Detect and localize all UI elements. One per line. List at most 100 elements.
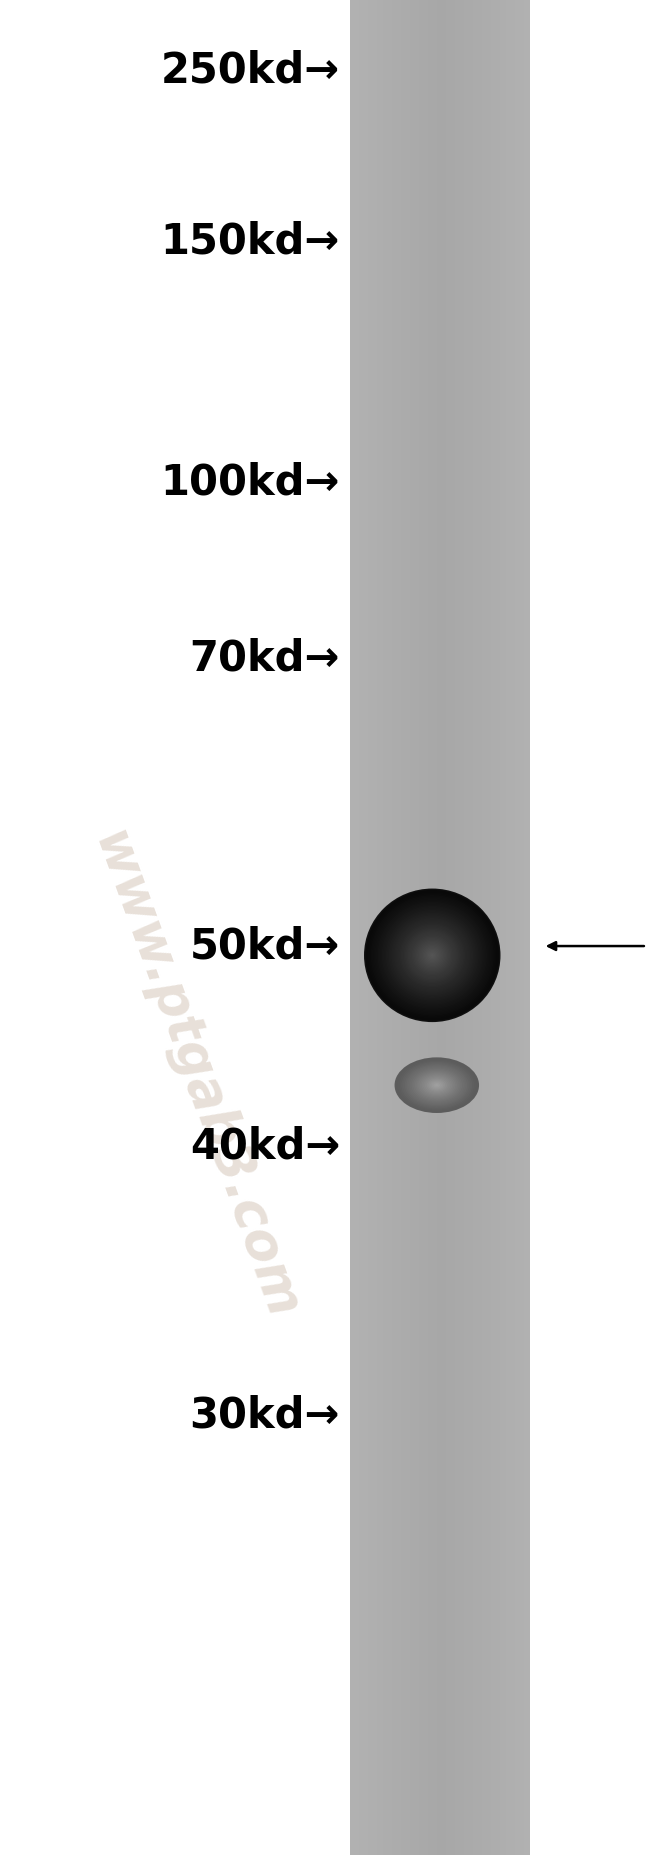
Bar bbox=[509, 0, 512, 1855]
Ellipse shape bbox=[422, 1076, 452, 1094]
Bar bbox=[431, 0, 434, 1855]
Bar bbox=[461, 0, 463, 1855]
Bar bbox=[422, 0, 424, 1855]
Ellipse shape bbox=[401, 924, 463, 987]
Ellipse shape bbox=[393, 916, 472, 994]
Ellipse shape bbox=[410, 933, 454, 978]
Ellipse shape bbox=[415, 1070, 459, 1100]
Text: 250kd→: 250kd→ bbox=[161, 50, 340, 91]
Ellipse shape bbox=[435, 1083, 439, 1087]
Ellipse shape bbox=[430, 1081, 443, 1089]
Ellipse shape bbox=[419, 942, 446, 968]
Bar bbox=[434, 0, 437, 1855]
Ellipse shape bbox=[383, 907, 482, 1004]
Bar bbox=[413, 0, 416, 1855]
Bar bbox=[380, 0, 383, 1855]
Ellipse shape bbox=[430, 953, 435, 957]
Ellipse shape bbox=[431, 953, 434, 957]
Ellipse shape bbox=[369, 894, 495, 1017]
Ellipse shape bbox=[386, 911, 478, 1000]
Ellipse shape bbox=[368, 892, 497, 1018]
Bar bbox=[359, 0, 361, 1855]
Ellipse shape bbox=[374, 898, 491, 1013]
Bar bbox=[485, 0, 488, 1855]
Ellipse shape bbox=[401, 1061, 473, 1109]
Ellipse shape bbox=[400, 924, 465, 987]
Ellipse shape bbox=[378, 902, 487, 1009]
Ellipse shape bbox=[400, 1061, 474, 1109]
Ellipse shape bbox=[417, 940, 447, 970]
Ellipse shape bbox=[413, 1070, 460, 1100]
Ellipse shape bbox=[396, 1059, 477, 1111]
Bar bbox=[410, 0, 413, 1855]
Ellipse shape bbox=[382, 905, 483, 1005]
Ellipse shape bbox=[408, 931, 457, 979]
Bar bbox=[506, 0, 509, 1855]
Bar bbox=[524, 0, 526, 1855]
Ellipse shape bbox=[423, 1076, 450, 1094]
Text: 30kd→: 30kd→ bbox=[190, 1395, 340, 1436]
Bar bbox=[512, 0, 515, 1855]
Text: 50kd→: 50kd→ bbox=[190, 926, 340, 966]
Ellipse shape bbox=[395, 1057, 479, 1113]
Ellipse shape bbox=[417, 1072, 457, 1098]
Ellipse shape bbox=[415, 939, 450, 972]
Bar bbox=[497, 0, 500, 1855]
Bar bbox=[392, 0, 395, 1855]
Ellipse shape bbox=[425, 948, 439, 963]
Ellipse shape bbox=[411, 1068, 462, 1102]
Ellipse shape bbox=[406, 1065, 467, 1106]
Text: www.ptgab3.com: www.ptgab3.com bbox=[83, 824, 307, 1328]
Bar bbox=[377, 0, 380, 1855]
Ellipse shape bbox=[405, 929, 460, 981]
Bar bbox=[424, 0, 428, 1855]
Ellipse shape bbox=[365, 890, 499, 1020]
Ellipse shape bbox=[422, 946, 442, 965]
Bar bbox=[400, 0, 404, 1855]
Ellipse shape bbox=[389, 913, 476, 998]
Bar bbox=[404, 0, 407, 1855]
Ellipse shape bbox=[424, 948, 441, 963]
Bar bbox=[350, 0, 353, 1855]
Ellipse shape bbox=[434, 1083, 440, 1087]
Ellipse shape bbox=[428, 1080, 445, 1091]
Ellipse shape bbox=[410, 1067, 464, 1104]
Bar bbox=[368, 0, 370, 1855]
Bar bbox=[463, 0, 467, 1855]
Ellipse shape bbox=[372, 896, 492, 1015]
Bar bbox=[458, 0, 461, 1855]
Text: 150kd→: 150kd→ bbox=[161, 221, 340, 262]
Ellipse shape bbox=[391, 915, 473, 996]
Ellipse shape bbox=[412, 935, 452, 976]
Bar bbox=[470, 0, 473, 1855]
Ellipse shape bbox=[405, 1065, 469, 1106]
Ellipse shape bbox=[420, 1074, 454, 1096]
Bar bbox=[395, 0, 398, 1855]
Bar bbox=[452, 0, 455, 1855]
Bar bbox=[482, 0, 485, 1855]
Ellipse shape bbox=[427, 950, 437, 961]
Bar bbox=[476, 0, 479, 1855]
Bar bbox=[439, 0, 443, 1855]
Bar bbox=[502, 0, 506, 1855]
Ellipse shape bbox=[408, 1067, 465, 1104]
Bar bbox=[416, 0, 419, 1855]
Ellipse shape bbox=[413, 937, 451, 974]
Ellipse shape bbox=[404, 928, 461, 983]
Bar bbox=[389, 0, 392, 1855]
Ellipse shape bbox=[376, 900, 488, 1011]
Ellipse shape bbox=[370, 896, 494, 1015]
Ellipse shape bbox=[367, 890, 498, 1020]
Text: 40kd→: 40kd→ bbox=[190, 1126, 340, 1167]
Ellipse shape bbox=[364, 889, 500, 1022]
Ellipse shape bbox=[421, 944, 443, 966]
Bar bbox=[365, 0, 368, 1855]
Bar bbox=[419, 0, 422, 1855]
Bar bbox=[356, 0, 359, 1855]
Bar bbox=[361, 0, 365, 1855]
Ellipse shape bbox=[403, 1063, 471, 1107]
Ellipse shape bbox=[402, 926, 462, 985]
Bar bbox=[488, 0, 491, 1855]
Ellipse shape bbox=[398, 1059, 476, 1111]
Ellipse shape bbox=[375, 900, 489, 1011]
